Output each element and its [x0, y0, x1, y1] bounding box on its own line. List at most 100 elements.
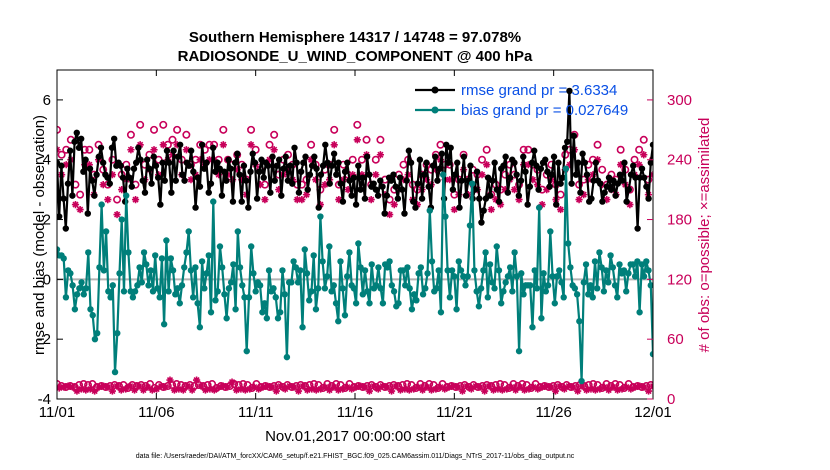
- bias-point: [120, 288, 128, 295]
- obs-possible-point: [362, 135, 371, 144]
- bias-point: [156, 294, 163, 301]
- obs-assimilated-point: [219, 141, 227, 149]
- bias-point: [225, 285, 233, 292]
- rmse-point: [359, 174, 366, 181]
- obs-assimilated-point: [463, 382, 471, 390]
- obs-assimilated-point: [330, 141, 338, 149]
- obs-assimilated-point: [472, 382, 480, 390]
- y-tick-label-left: 4: [43, 152, 51, 169]
- obs-assimilated-point: [232, 386, 241, 394]
- rmse-point: [236, 171, 243, 178]
- obs-assimilated-point: [228, 176, 237, 184]
- rmse-point: [601, 189, 608, 196]
- obs-assimilated-point: [496, 200, 505, 209]
- obs-assimilated-point: [108, 387, 116, 395]
- obs-assimilated-point: [538, 200, 546, 209]
- bias-point: [589, 294, 596, 301]
- obs-assimilated-point: [476, 383, 484, 391]
- bias-point: [214, 288, 221, 295]
- bias-point: [172, 291, 179, 298]
- rmse-point: [645, 195, 652, 202]
- bias-point: [558, 279, 565, 286]
- obs-assimilated-point: [574, 387, 582, 395]
- rmse-point: [297, 168, 305, 175]
- bias-point: [107, 294, 114, 301]
- obs-possible-point: [330, 125, 339, 134]
- obs-assimilated-point: [485, 382, 493, 390]
- rmse-point: [377, 177, 384, 184]
- bias-point: [85, 249, 92, 256]
- obs-assimilated-point: [60, 383, 68, 391]
- rmse-point: [253, 195, 261, 202]
- obs-assimilated-point: [99, 181, 107, 189]
- bias-point: [553, 273, 561, 280]
- obs-assimilated-point: [635, 161, 643, 169]
- bias-point: [386, 258, 393, 265]
- rmse-point: [152, 162, 160, 169]
- bias-point: [502, 279, 509, 286]
- rmse-point: [176, 141, 184, 148]
- rmse-point: [447, 144, 454, 151]
- bias-point: [221, 291, 228, 298]
- bias-point: [312, 306, 320, 313]
- bias-point: [549, 273, 556, 280]
- bias-point: [299, 324, 306, 331]
- rmse-point: [392, 183, 399, 190]
- x-tick-label: 12/01: [634, 404, 672, 421]
- bias-point: [580, 279, 588, 286]
- obs-assimilated-point: [334, 386, 342, 394]
- rmse-point: [493, 186, 501, 193]
- obs-assimilated-point: [410, 385, 418, 393]
- obs-assimilated-point: [399, 176, 408, 184]
- y-tick-label-right: 180: [667, 212, 692, 229]
- obs-possible-point: [399, 160, 408, 169]
- rmse-point: [489, 177, 496, 184]
- bias-point: [290, 258, 297, 265]
- rmse-point: [119, 174, 127, 181]
- rmse-point: [157, 201, 164, 208]
- obs-assimilated-point: [565, 382, 573, 390]
- bias-point: [181, 264, 188, 271]
- obs-assimilated-point: [113, 382, 121, 390]
- bias-point: [185, 228, 192, 235]
- rmse-point: [264, 162, 272, 169]
- rmse-point: [128, 183, 135, 190]
- obs-assimilated-point: [62, 161, 70, 169]
- rmse-point: [117, 162, 124, 169]
- bias-point: [560, 294, 567, 301]
- bias-point: [277, 309, 284, 316]
- rmse-point: [97, 144, 105, 151]
- rmse-point: [218, 192, 226, 199]
- bias-point: [484, 294, 492, 301]
- bias-point: [265, 267, 273, 274]
- rmse-point: [214, 159, 221, 166]
- obs-assimilated-point: [263, 382, 272, 390]
- rmse-point: [135, 144, 142, 151]
- rmse-point: [104, 174, 111, 181]
- obs-assimilated-point: [343, 383, 351, 391]
- bias-point: [281, 291, 288, 298]
- bias-point: [468, 180, 476, 187]
- rmse-point: [256, 168, 263, 175]
- rmse-point: [161, 177, 168, 184]
- obs-assimilated-point: [458, 387, 467, 395]
- rmse-point: [339, 198, 347, 205]
- obs-assimilated-point: [609, 383, 617, 391]
- obs-assimilated-point: [593, 156, 602, 164]
- bias-point: [395, 300, 402, 307]
- rmse-point: [163, 147, 171, 154]
- bias-point: [274, 315, 282, 322]
- obs-assimilated-point: [617, 161, 625, 169]
- bias-point: [350, 285, 358, 292]
- obs-assimilated-point: [603, 196, 611, 204]
- rmse-point: [271, 177, 278, 184]
- bias-point: [145, 282, 152, 289]
- obs-assimilated-point: [374, 385, 382, 393]
- obs-assimilated-point: [299, 382, 307, 390]
- obs-assimilated-point: [556, 382, 564, 390]
- rmse-point: [350, 174, 358, 181]
- bias-point: [183, 249, 190, 256]
- obs-possible-point: [85, 145, 94, 154]
- rmse-point: [344, 159, 351, 166]
- bias-point: [323, 273, 331, 280]
